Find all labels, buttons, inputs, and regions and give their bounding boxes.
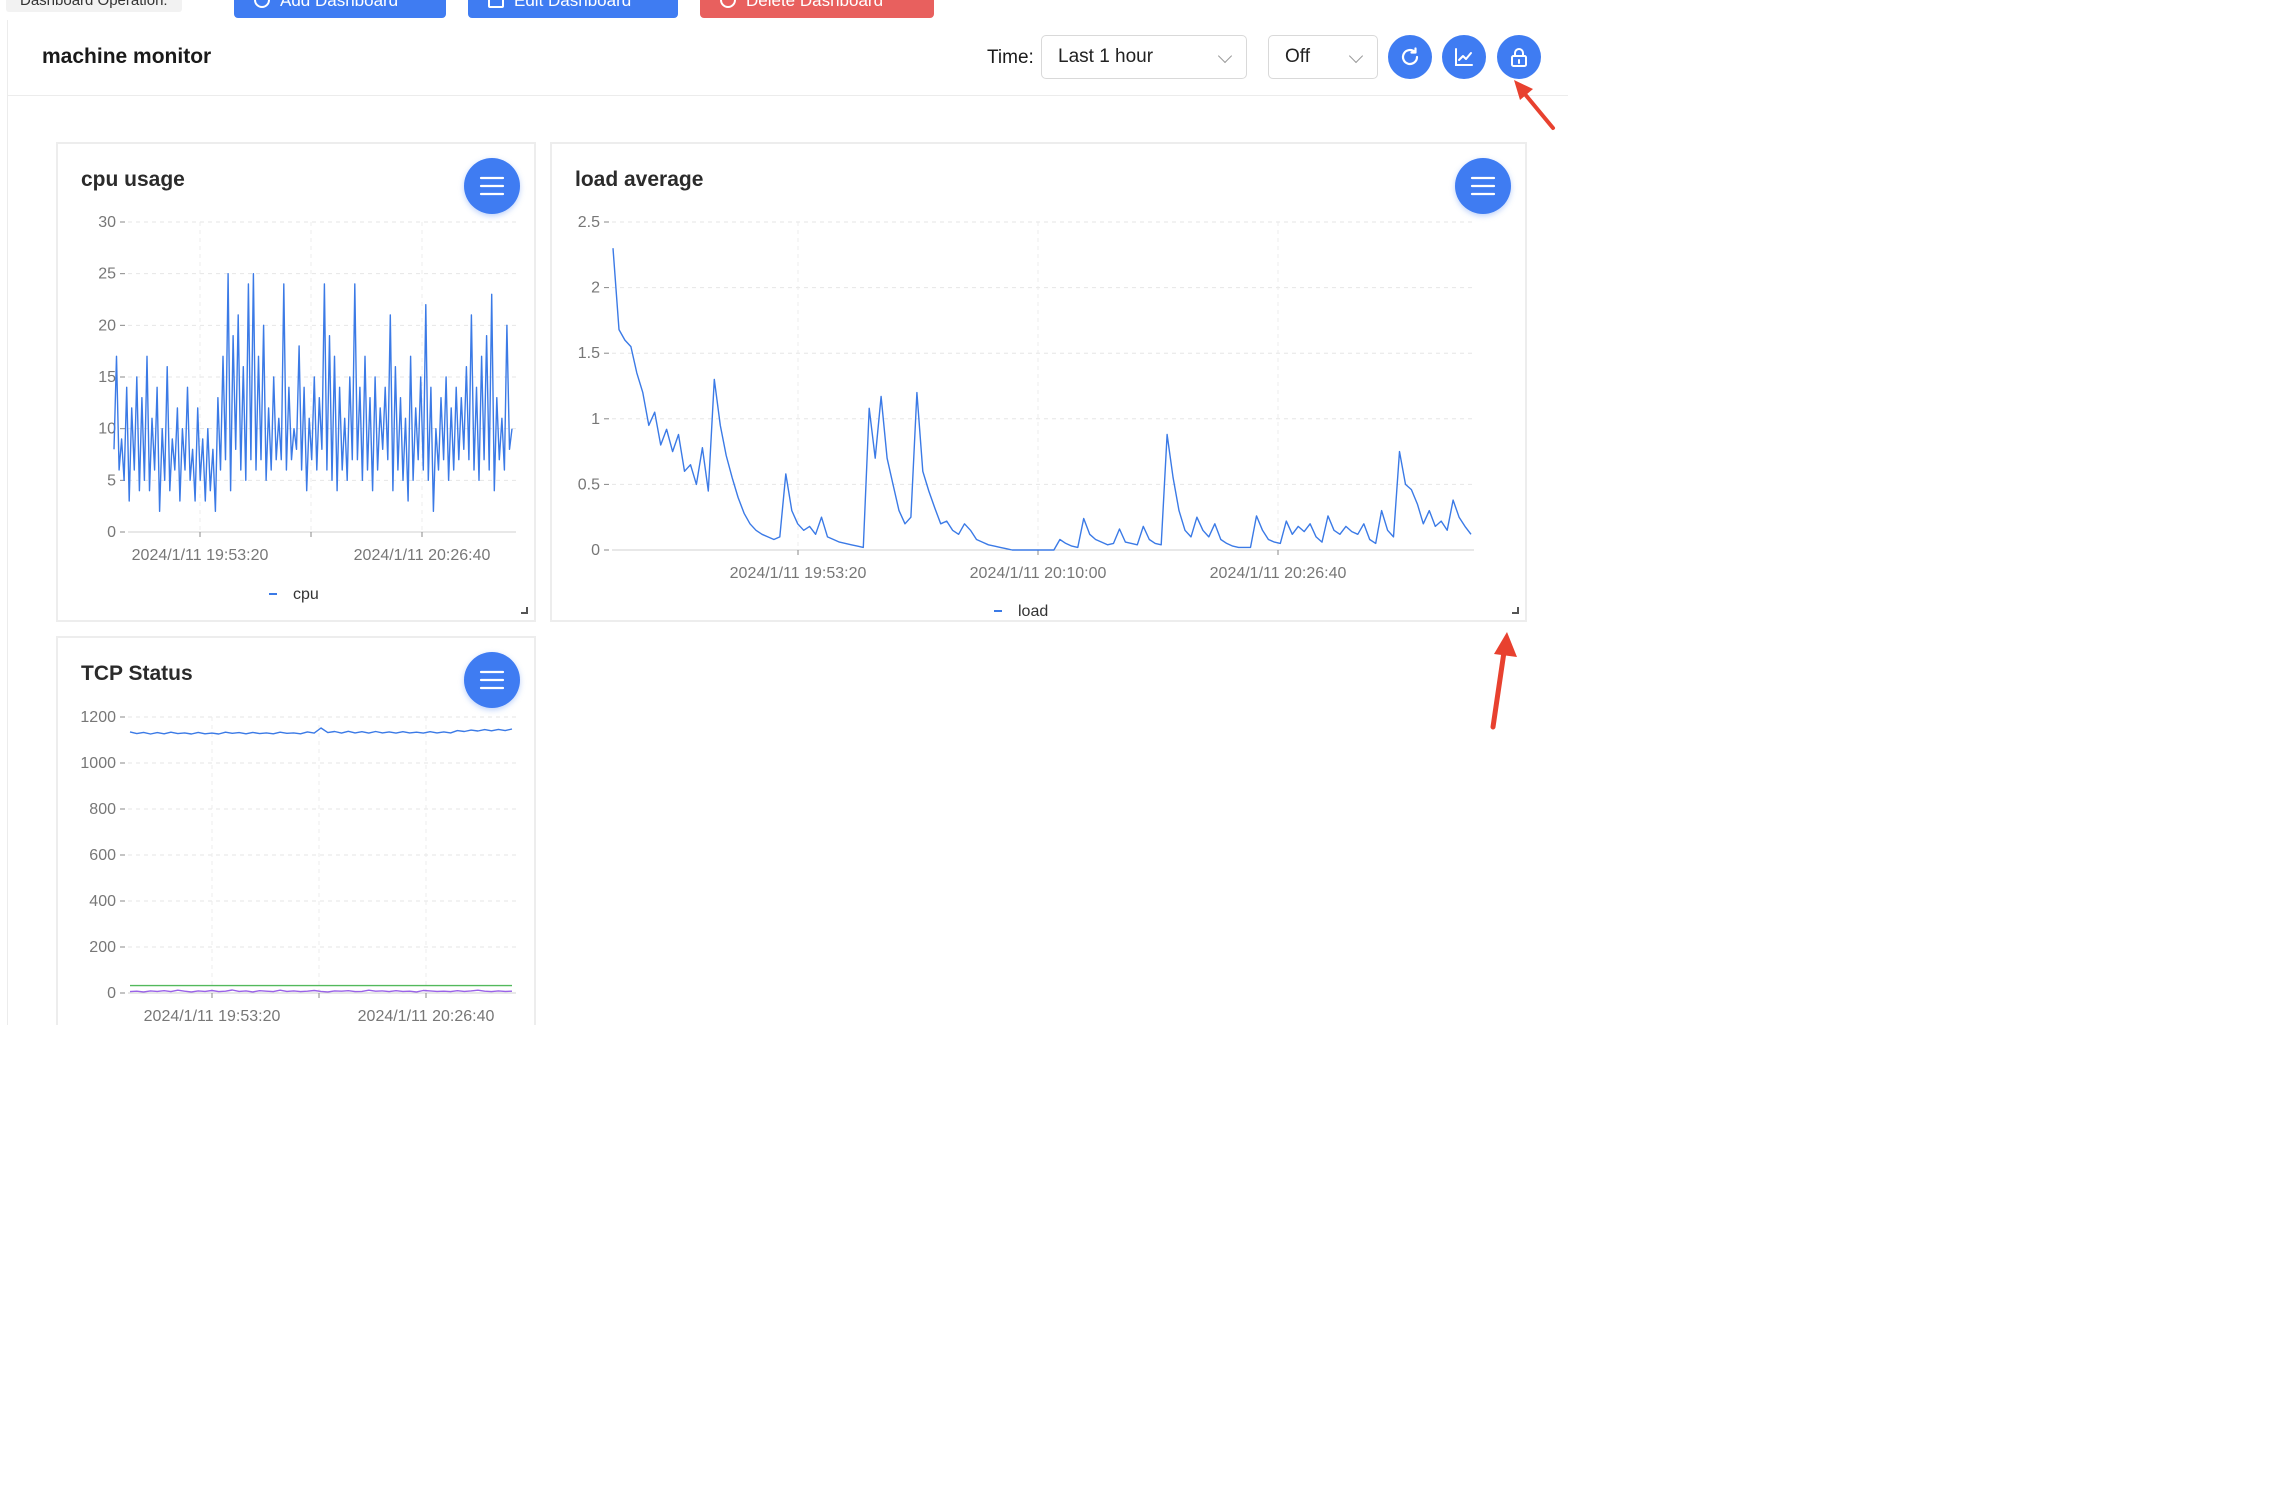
y-tick-label: 0 — [107, 985, 116, 1002]
series-line — [612, 248, 1472, 551]
y-tick-label: 1.5 — [578, 345, 600, 362]
chevron-down-icon — [1348, 48, 1364, 64]
y-tick-label: 25 — [98, 266, 116, 283]
dashboard-operation-label: Dashboard Operation: — [6, 0, 182, 12]
y-tick-label: 400 — [89, 893, 116, 910]
panel-cpu-usage: cpu usage 0 5 10 15 20 25 30 2024/1/11 19:53:20… — [56, 142, 536, 622]
time-range-value: Last 1 hour — [1058, 46, 1154, 67]
x-tick-label: 2024/1/11 19:53:20 — [730, 565, 867, 582]
y-tick-label: 200 — [89, 939, 116, 956]
y-tick-label: 800 — [89, 801, 116, 818]
panel-title: load average — [575, 168, 704, 191]
y-tick-label: 1000 — [80, 755, 116, 772]
legend-label[interactable]: load — [1018, 603, 1048, 620]
y-tick-label: 30 — [98, 214, 116, 231]
y-tick-label: 1 — [591, 411, 600, 428]
y-tick-label: 15 — [98, 369, 116, 386]
time-range-select[interactable]: Last 1 hour — [1041, 35, 1247, 79]
panel-tcp-status: TCP Status 0 200 400 600 800 1000 1200 2024/1/1… — [56, 636, 536, 1025]
add-chart-button[interactable] — [1442, 35, 1486, 79]
auto-refresh-value: Off — [1285, 46, 1310, 67]
panel-menu-button[interactable] — [1455, 158, 1511, 214]
y-tick-label: 0 — [591, 542, 600, 559]
y-tick-label: 5 — [107, 472, 116, 489]
dashboard-header: machine monitor Time: Last 1 hour Off — [8, 20, 1568, 96]
resize-handle[interactable] — [521, 607, 528, 614]
x-tick-label: 2024/1/11 20:26:40 — [358, 1008, 495, 1025]
panel-menu-button[interactable] — [464, 158, 520, 214]
series-line — [129, 727, 513, 735]
minus-circle-icon — [720, 0, 736, 8]
x-tick-label: 2024/1/11 20:26:40 — [1210, 565, 1347, 582]
panel-title: cpu usage — [81, 168, 185, 191]
panel-load-average: load average 0 0.5 1 1.5 2 2.5 2024/1/11 19:53… — [550, 142, 1527, 622]
edit-dashboard-label: Edit Dashboard — [514, 0, 632, 10]
legend-label[interactable]: cpu — [293, 586, 319, 603]
auto-refresh-select[interactable]: Off — [1268, 35, 1378, 79]
cpu-usage-chart: 0 5 10 15 20 25 30 2024/1/11 19:53:20 2024/1/11 … — [98, 214, 516, 603]
chevron-down-icon — [1217, 48, 1233, 64]
menu-icon — [479, 670, 505, 690]
menu-icon — [1470, 176, 1496, 196]
refresh-button[interactable] — [1388, 35, 1432, 79]
y-tick-label: 2 — [591, 280, 600, 297]
lock-layout-button[interactable] — [1497, 35, 1541, 79]
lock-icon — [1511, 48, 1527, 67]
x-tick-label: 2024/1/11 19:53:20 — [132, 547, 269, 564]
add-dashboard-label: Add Dashboard — [280, 0, 399, 10]
y-tick-label: 10 — [98, 421, 116, 438]
y-tick-label: 600 — [89, 847, 116, 864]
add-dashboard-button[interactable]: Add Dashboard — [234, 0, 446, 18]
series-line — [129, 989, 513, 993]
line-chart-icon — [1455, 48, 1473, 66]
dashboard-title: machine monitor — [42, 45, 212, 68]
panel-title: TCP Status — [81, 662, 193, 685]
series-line — [113, 272, 513, 512]
x-tick-label: 2024/1/11 19:53:20 — [144, 1008, 281, 1025]
delete-dashboard-button[interactable]: Delete Dashboard — [700, 0, 934, 18]
edit-icon — [488, 0, 504, 8]
menu-icon — [479, 176, 505, 196]
load-average-chart: 0 0.5 1 1.5 2 2.5 2024/1/11 19:53:20 2024/1/11 … — [578, 214, 1474, 620]
y-tick-label: 2.5 — [578, 214, 600, 231]
time-label: Time: — [987, 47, 1034, 68]
plus-circle-icon — [254, 0, 270, 8]
dashboard-page: Dashboard Operation: Add Dashboard Edit … — [0, 0, 1568, 1025]
x-tick-label: 2024/1/11 20:10:00 — [970, 565, 1107, 582]
y-tick-label: 1200 — [80, 709, 116, 726]
refresh-icon — [1401, 47, 1419, 66]
tcp-status-chart: 0 200 400 600 800 1000 1200 2024/1/11 19:53:20 2… — [80, 709, 516, 1025]
y-tick-label: 0.5 — [578, 476, 600, 493]
edit-dashboard-button[interactable]: Edit Dashboard — [468, 0, 678, 18]
panel-menu-button[interactable] — [464, 652, 520, 708]
y-tick-label: 20 — [98, 317, 116, 334]
y-tick-label: 0 — [107, 524, 116, 541]
x-tick-label: 2024/1/11 20:26:40 — [354, 547, 491, 564]
delete-dashboard-label: Delete Dashboard — [746, 0, 884, 10]
resize-handle[interactable] — [1512, 607, 1519, 614]
